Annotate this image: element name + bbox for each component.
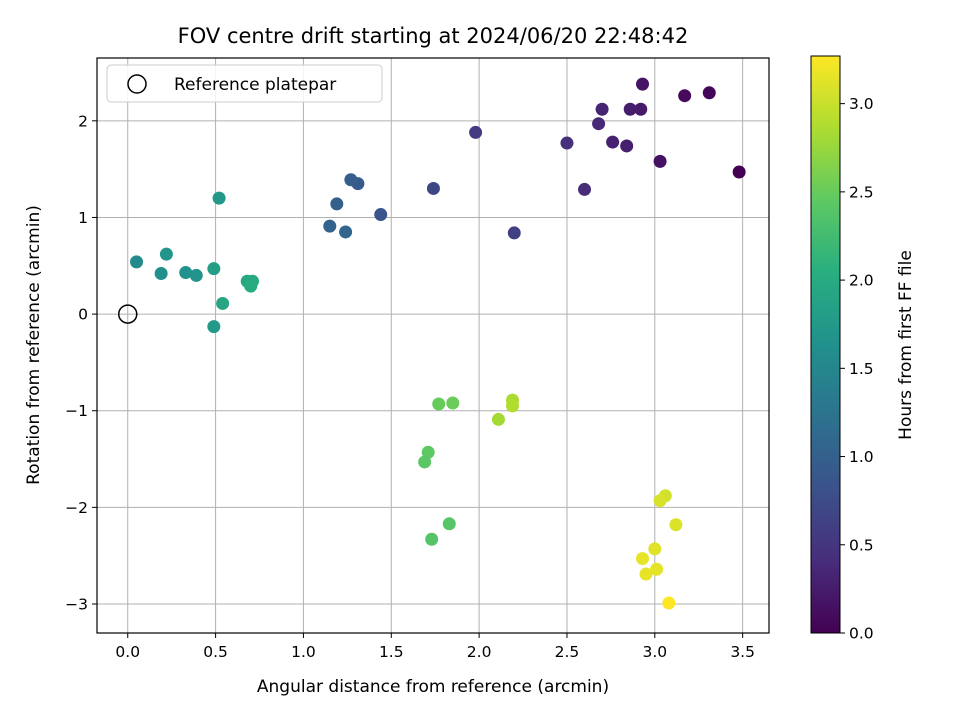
data-point — [469, 125, 483, 139]
data-point — [189, 268, 203, 282]
data-point — [678, 89, 692, 103]
data-point — [374, 208, 388, 222]
data-point — [560, 136, 574, 150]
legend-entry: Reference platepar — [174, 75, 336, 95]
legend-marker — [127, 74, 147, 94]
colorbar-tick-label: 2.0 — [849, 272, 874, 290]
data-point — [636, 552, 650, 566]
data-point — [606, 135, 620, 149]
y-tick-label: 1 — [78, 209, 88, 227]
y-tick-label: 2 — [78, 112, 88, 130]
y-tick-label: −1 — [65, 402, 88, 420]
legend-box — [106, 64, 383, 103]
data-point — [623, 102, 637, 116]
data-point — [207, 262, 221, 276]
data-point — [653, 494, 667, 508]
data-point — [648, 542, 662, 556]
chart-title: FOV centre drift starting at 2024/06/20 … — [178, 24, 689, 48]
x-tick-label: 3.0 — [642, 643, 667, 661]
data-point — [592, 117, 606, 131]
x-tick-label: 1.5 — [379, 643, 404, 661]
reference-point — [117, 304, 138, 324]
y-tick-label: 0 — [78, 306, 88, 324]
data-point — [159, 247, 173, 261]
data-point — [244, 279, 258, 293]
data-point — [636, 77, 650, 91]
data-point — [491, 412, 505, 426]
data-point — [130, 255, 144, 269]
data-point — [578, 182, 592, 196]
data-point — [446, 396, 460, 410]
legend: Reference platepar — [106, 64, 383, 103]
data-point — [426, 181, 440, 195]
data-point — [154, 267, 168, 281]
y-axis-label: Rotation from reference (arcmin) — [24, 205, 44, 485]
data-point — [344, 173, 358, 187]
colorbar-tick-label: 0.5 — [849, 536, 874, 554]
data-point — [595, 102, 609, 116]
data-point — [702, 86, 716, 100]
y-tick-label: −2 — [65, 499, 88, 517]
data-point — [669, 518, 683, 532]
data-point — [732, 165, 746, 179]
colorbar: 0.0 0.5 1.0 1.5 2.0 2.5 3.0 Hours from first F… — [810, 55, 916, 643]
colorbar-gradient — [810, 55, 841, 634]
data-point — [634, 102, 648, 116]
data-point — [425, 532, 439, 546]
x-tick-label: 2.5 — [555, 643, 580, 661]
data-point — [179, 266, 193, 280]
data-point — [639, 567, 653, 581]
data-point — [207, 320, 221, 334]
x-tick-label: 0.5 — [203, 643, 228, 661]
x-tick-label: 3.5 — [730, 643, 755, 661]
data-point — [653, 154, 667, 168]
data-point — [216, 296, 230, 310]
data-point — [442, 517, 456, 531]
data-point — [323, 219, 337, 233]
y-tick-label: −3 — [65, 596, 88, 614]
colorbar-ticks: 0.0 0.5 1.0 1.5 2.0 2.5 3.0 — [840, 95, 874, 643]
colorbar-tick-label: 3.0 — [849, 95, 874, 113]
data-point — [432, 397, 446, 411]
data-point — [662, 596, 676, 610]
data-point — [330, 197, 344, 211]
data-point — [650, 562, 664, 576]
x-axis-ticks: 0.0 0.5 1.0 1.5 2.0 2.5 3.0 3.5 — [115, 633, 755, 661]
x-tick-label: 2.0 — [467, 643, 492, 661]
colorbar-tick-label: 1.0 — [849, 448, 874, 466]
y-axis-ticks: −3 −2 −1 0 1 2 — [65, 112, 97, 614]
colorbar-tick-label: 2.5 — [849, 183, 874, 201]
x-tick-label: 1.0 — [291, 643, 316, 661]
data-points — [130, 77, 746, 610]
data-point — [505, 399, 519, 413]
colorbar-label: Hours from first FF file — [896, 250, 916, 440]
data-point — [620, 139, 634, 153]
x-axis-label: Angular distance from reference (arcmin) — [257, 677, 609, 697]
grid — [97, 58, 769, 633]
colorbar-tick-label: 0.0 — [849, 625, 874, 643]
data-point — [339, 225, 353, 239]
data-point — [418, 455, 432, 469]
colorbar-tick-label: 1.5 — [849, 360, 874, 378]
data-point — [212, 191, 226, 205]
x-tick-label: 0.0 — [115, 643, 140, 661]
plot-frame — [96, 57, 770, 634]
data-point — [507, 226, 521, 240]
